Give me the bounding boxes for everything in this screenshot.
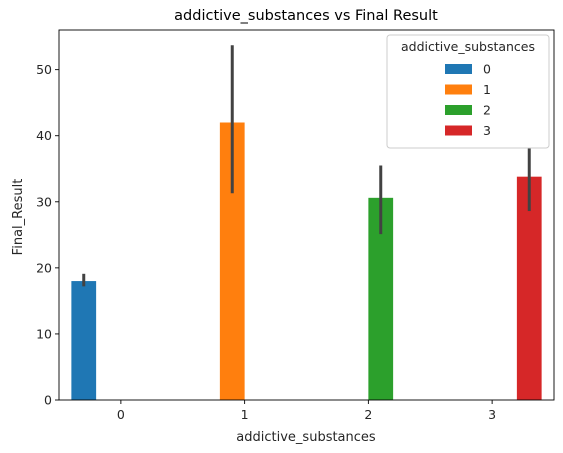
legend-swatch-3: [445, 125, 472, 136]
legend-label-0: 0: [483, 62, 491, 77]
legend-swatch-2: [445, 105, 472, 115]
legend-swatch-0: [445, 64, 472, 74]
x-tick-label: 1: [241, 407, 249, 422]
legend-label-2: 2: [483, 103, 491, 118]
legend: addictive_substances 0 1 2 3: [386, 34, 550, 149]
legend-title: addictive_substances: [401, 39, 535, 54]
x-tick-label: 3: [488, 407, 496, 422]
y-tick-label: 10: [36, 326, 52, 341]
legend-swatch-1: [445, 84, 472, 95]
y-tick-label: 30: [36, 194, 52, 209]
bar-series-0: [71, 281, 97, 400]
y-tick-label: 50: [36, 62, 52, 77]
x-axis-label: addictive_substances: [236, 430, 376, 445]
legend-label-1: 1: [483, 82, 491, 97]
x-tick-label: 2: [364, 407, 372, 422]
bar-series-3: [516, 176, 542, 400]
y-axis-label: Final_Result: [11, 179, 26, 256]
legend-label-3: 3: [483, 123, 491, 138]
axes-frame: [58, 29, 555, 401]
y-tick-label: 20: [36, 260, 52, 275]
y-tick-label: 0: [44, 393, 52, 408]
y-tick-label: 40: [36, 128, 52, 143]
chart-title: addictive_substances vs Final Result: [174, 8, 438, 24]
x-tick-label: 0: [117, 407, 125, 422]
